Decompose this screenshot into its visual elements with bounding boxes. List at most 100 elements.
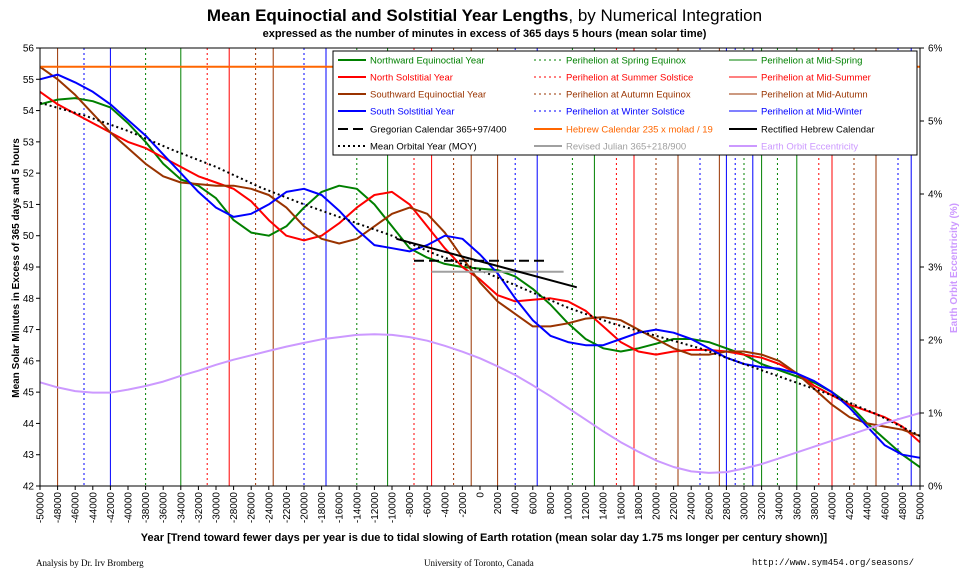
legend-label: Perihelion at Mid-Autumn [761,90,868,101]
x-tick-label: 24000 [687,492,698,520]
y2-tick-label: 4% [928,190,943,201]
y2-tick-label: 6% [928,44,943,55]
chart-title-suffix: , by Numerical Integration [568,6,763,25]
y-tick-label: 53 [23,137,35,148]
legend-label: Earth Orbit Eccentricity [761,142,858,153]
x-tick-label: -40000 [124,492,135,524]
legend: Northward Equinoctial Year Perihelion at … [332,50,918,156]
chart-title-main: Mean Equinoctial and Solstitial Year Len… [206,6,569,25]
y-tick-label: 45 [23,388,35,399]
series-line [39,101,921,437]
x-tick-label: 28000 [722,492,733,520]
x-tick-label: -16000 [335,492,346,524]
x-tick-label: -38000 [141,492,152,524]
legend-label: Perihelion at Mid-Summer [761,73,871,84]
series-line [39,65,921,437]
x-tick-label: -4000 [440,492,451,518]
x-tick-label: 46000 [880,492,891,520]
legend-label: North Solstitial Year [370,73,453,84]
x-tick-label: 16000 [616,492,627,520]
footer-url[interactable]: http://www.sym454.org/seasons/ [752,558,915,568]
y-tick-label: 42 [23,482,35,493]
y2-tick-label: 0% [928,482,943,493]
x-tick-label: -12000 [370,492,381,524]
axis-layer: 42 43 44 45 46 47 48 49 50 51 52 53 54 55 56 0% 1% 2% 3% 4%… [11,44,960,545]
x-tick-label: 48000 [898,492,909,520]
x-tick-label: -14000 [352,492,363,524]
y-axis-title: Mean Solar Minutes in Excess of 365 days… [11,138,22,398]
y-tick-label: 54 [23,106,35,117]
y-tick-label: 43 [23,450,35,461]
legend-label: Perihelion at Mid-Spring [761,56,862,67]
x-tick-label: 0 [476,492,487,498]
y-tick-label: 55 [23,75,35,86]
x-tick-label: -22000 [282,492,293,524]
y2-axis-title: Earth Orbit Eccentricity (%) [949,203,960,333]
y-tick-label: 46 [23,356,35,367]
x-tick-label: -42000 [106,492,117,524]
x-tick-label: 8000 [546,492,557,515]
y2-tick-label: 3% [928,263,943,274]
footer-institution: University of Toronto, Canada [424,558,534,568]
x-tick-label: -44000 [88,492,99,524]
x-tick-label: -20000 [300,492,311,524]
legend-label: Hebrew Calendar 235 x molad / 19 [566,125,713,136]
footer-credit: Analysis by Dr. Irv Bromberg [36,558,144,568]
y2-tick-label: 1% [928,409,943,420]
legend-label: Revised Julian 365+218/900 [566,142,686,153]
legend-label: Perihelion at Mid-Winter [761,107,862,118]
legend-label: South Solstitial Year [370,107,455,118]
y-tick-label: 52 [23,169,35,180]
series-line [39,333,921,474]
legend-label: Rectified Hebrew Calendar [761,125,875,136]
y2-tick-label: 2% [928,336,943,347]
legend-label: Perihelion at Autumn Equinox [566,90,691,101]
x-tick-label: -28000 [229,492,240,524]
x-tick-label: 6000 [528,492,539,515]
y-tick-label: 44 [23,419,35,430]
x-tick-label: 34000 [775,492,786,520]
series-line [396,237,578,289]
x-tick-label: 20000 [652,492,663,520]
legend-box [332,50,918,156]
x-tick-label: 22000 [669,492,680,520]
series-line [39,90,921,443]
x-tick-label: -34000 [176,492,187,524]
x-tick-label: 10000 [564,492,575,520]
x-tick-label: 40000 [828,492,839,520]
y-tick-label: 47 [23,325,35,336]
x-tick-label: -24000 [264,492,275,524]
x-tick-label: 30000 [740,492,751,520]
x-tick-label: -6000 [423,492,434,518]
x-tick-label: 32000 [757,492,768,520]
legend-label: Perihelion at Winter Solstice [566,107,685,118]
x-tick-label: -36000 [159,492,170,524]
x-tick-label: -46000 [71,492,82,524]
y-tick-label: 51 [23,200,35,211]
legend-label: Perihelion at Summer Solstice [566,73,693,84]
x-tick-label: 12000 [581,492,592,520]
x-tick-label: -48000 [53,492,64,524]
legend-label: Gregorian Calendar 365+97/400 [370,125,507,136]
x-axis-title: Year [Trend toward fewer days per year i… [141,532,828,544]
x-tick-label: 42000 [845,492,856,520]
x-tick-label: -8000 [405,492,416,518]
series-line [39,73,921,459]
x-tick-label: -30000 [212,492,223,524]
legend-label: Southward Equinoctial Year [370,90,486,101]
y-tick-label: 49 [23,263,35,274]
x-tick-label: 38000 [810,492,821,520]
y2-tick-label: 5% [928,117,943,128]
series-layer [39,65,921,474]
x-tick-label: -10000 [388,492,399,524]
x-tick-label: 44000 [863,492,874,520]
y-tick-label: 50 [23,231,35,242]
x-tick-label: -2000 [458,492,469,518]
legend-label: Northward Equinoctial Year [370,56,485,67]
y-tick-label: 56 [23,44,35,55]
x-tick-label: 50000 [916,492,927,520]
x-tick-label: 4000 [511,492,522,515]
y-tick-label: 48 [23,294,35,305]
legend-label: Perihelion at Spring Equinox [566,56,686,67]
x-tick-label: 18000 [634,492,645,520]
